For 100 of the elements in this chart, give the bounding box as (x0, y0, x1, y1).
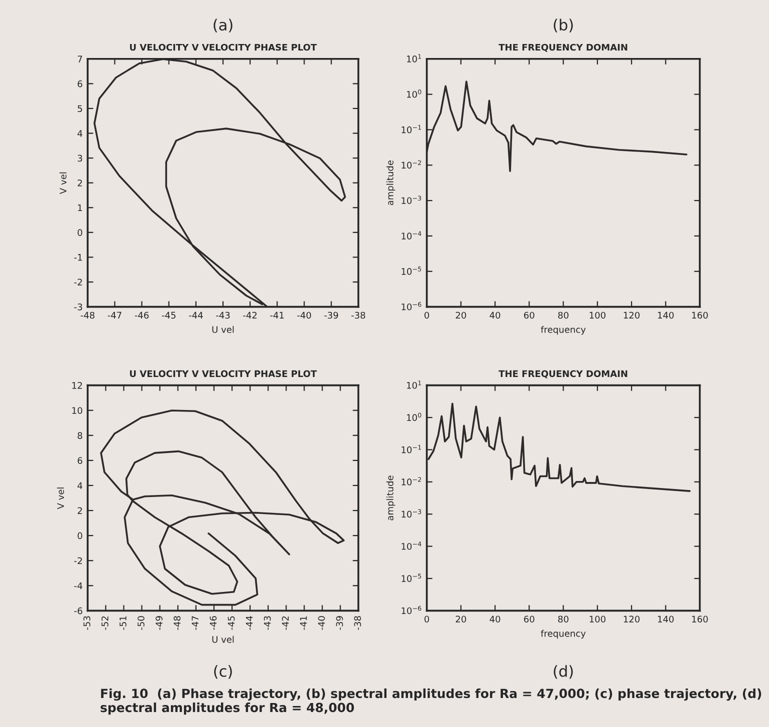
y-tick-label: -1 (74, 254, 82, 261)
y-tick-label: -3 (74, 304, 82, 310)
y-tick-label: 4 (78, 130, 82, 137)
y-tick-label: 8 (78, 432, 82, 439)
y-tick-label: 6 (78, 80, 82, 88)
x-tick-label: -38 (351, 312, 366, 319)
y-tick-label: -6 (74, 607, 82, 614)
x-tick-label: 140 (658, 616, 674, 623)
x-tick-label: -46 (210, 616, 217, 630)
x-tick-label: 120 (624, 616, 640, 623)
x-axis-title: U vel (212, 636, 234, 643)
y-tick-label: 12 (72, 382, 82, 389)
x-tick-label: -42 (243, 312, 257, 319)
y-tick-label: 3 (78, 154, 82, 162)
y-tick-label: 10$^{−1}$ (402, 125, 422, 134)
x-tick-label: 140 (658, 312, 674, 319)
x-tick-label: -53 (83, 616, 90, 630)
y-tick-label: 10$^{−2}$ (402, 477, 421, 486)
y-tick-label: 10$^{−4}$ (402, 231, 422, 240)
y-tick-label: 10$^{0}$ (407, 90, 422, 98)
x-tick-label: -44 (189, 312, 203, 319)
text: (a) (214, 18, 232, 32)
y-tick-label: 10$^{−2}$ (402, 160, 421, 169)
y-tick-label: 10$^{−5}$ (402, 266, 422, 275)
y-axis-title: amplitude (386, 160, 396, 206)
x-tick-label: 100 (590, 616, 606, 623)
x-tick-label: -49 (156, 616, 162, 630)
x-tick-label: -39 (324, 312, 338, 319)
x-tick-label: 40 (490, 312, 500, 319)
y-tick-label: 10 (72, 407, 82, 414)
x-tick-label: -45 (162, 312, 176, 319)
text: (b) (554, 18, 573, 32)
y-tick-label: 7 (78, 56, 82, 62)
x-tick-label: 160 (692, 312, 708, 319)
y-tick-label: 10$^{−6}$ (402, 302, 422, 310)
x-tick-label: 60 (524, 312, 534, 319)
x-tick-label: -52 (102, 616, 108, 630)
y-tick-label: 10$^{−6}$ (402, 606, 422, 614)
x-axis-title: frequency (540, 630, 586, 639)
y-tick-label: 10$^{−3}$ (402, 196, 422, 204)
y-tick-label: -2 (74, 557, 82, 564)
y-tick-label: 0 (78, 229, 82, 236)
x-tick-label: -47 (108, 312, 122, 319)
x-tick-label: -38 (354, 616, 361, 630)
y-tick-label: 10$^{−4}$ (402, 542, 422, 550)
y-tick-label: 10$^{−3}$ (402, 509, 422, 518)
x-tick-label: -50 (138, 616, 144, 630)
x-tick-label: -40 (318, 616, 325, 630)
x-tick-label: -44 (246, 616, 253, 630)
x-tick-label: -45 (228, 616, 235, 630)
text: (c) (214, 665, 232, 679)
y-axis-title: V vel (57, 488, 64, 510)
y-tick-label: 10$^{−1}$ (402, 445, 422, 454)
y-tick-label: 10$^{−5}$ (402, 574, 422, 582)
x-tick-label: -41 (270, 312, 284, 319)
y-tick-label: 2 (78, 507, 82, 514)
x-tick-label: 20 (456, 616, 466, 623)
y-tick-label: 5 (78, 105, 82, 112)
x-tick-label: -40 (297, 312, 311, 319)
chart-title: U VELOCITY V VELOCITY PHASE PLOT (130, 370, 317, 378)
y-tick-label: 10$^{0}$ (407, 412, 422, 421)
x-tick-label: -41 (300, 616, 307, 630)
y-tick-label: -2 (74, 278, 82, 286)
x-tick-label: 160 (692, 616, 708, 623)
line-series (100, 410, 345, 606)
x-tick-label: -42 (282, 616, 289, 630)
y-tick-label: 10$^{1}$ (407, 54, 422, 62)
chart-title: THE FREQUENCY DOMAIN (498, 44, 628, 52)
y-tick-label: 0 (78, 532, 82, 540)
x-tick-label: 40 (490, 616, 500, 623)
x-tick-label: -43 (264, 616, 271, 630)
x-axis-title: frequency (540, 326, 586, 335)
x-axis-title: U vel (212, 326, 234, 333)
y-tick-label: 2 (78, 180, 82, 186)
x-tick-label: -46 (134, 312, 149, 319)
x-tick-label: 100 (590, 312, 606, 319)
x-tick-label: 80 (558, 312, 568, 319)
x-tick-label: 20 (456, 312, 466, 319)
text: (d) (554, 665, 573, 679)
y-tick-label: 1 (78, 204, 82, 212)
y-tick-label: 10$^{1}$ (407, 380, 422, 389)
x-tick-label: 80 (558, 616, 568, 623)
x-tick-label: 0 (424, 312, 430, 319)
y-axis-title: V vel (60, 172, 66, 194)
y-axis-title: amplitude (386, 476, 396, 520)
x-tick-label: -48 (80, 312, 94, 319)
chart-title: U VELOCITY V VELOCITY PHASE PLOT (130, 44, 317, 51)
chart-title: THE FREQUENCY DOMAIN (498, 370, 628, 378)
x-tick-label: -39 (336, 616, 343, 630)
y-tick-label: 4 (78, 482, 82, 489)
x-tick-label: 0 (424, 616, 430, 623)
y-tick-label: 6 (78, 457, 82, 464)
x-tick-label: -43 (216, 312, 230, 319)
x-tick-label: -48 (174, 616, 181, 630)
y-tick-label: -4 (74, 582, 82, 590)
caption: Fig. 10 (a) Phase trajectory, (b) spectral amplitudes for Ra = 47,000; (c) phase trajectory, (d) spectral amplitudes for Ra = 48,000 (100, 688, 762, 715)
x-tick-label: 120 (624, 312, 640, 319)
x-tick-label: 60 (524, 616, 534, 623)
x-tick-label: -51 (120, 616, 126, 630)
x-tick-label: -47 (192, 616, 198, 630)
